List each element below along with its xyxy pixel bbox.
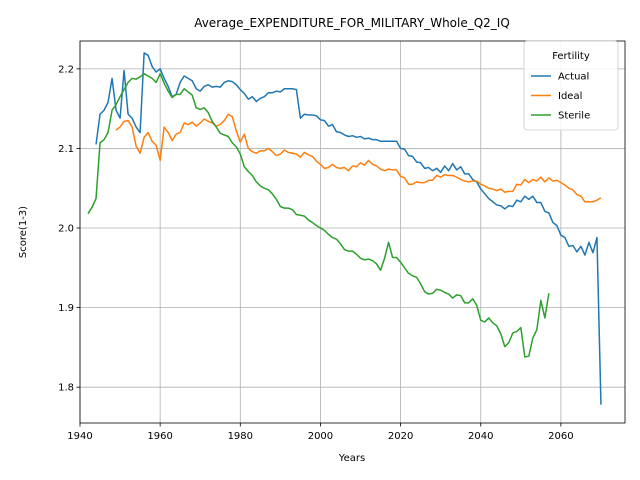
legend-item-sterile: Sterile <box>531 111 590 122</box>
x-axis-title: Years <box>338 453 365 464</box>
series-layer <box>87 52 602 405</box>
legend-title: Fertility <box>552 51 590 62</box>
legend-label: Actual <box>558 72 589 83</box>
series-line-actual <box>95 52 602 405</box>
y-tick-label: 1.8 <box>58 383 74 394</box>
x-tick-label: 2020 <box>388 431 413 442</box>
x-tick-label: 1960 <box>147 431 172 442</box>
series-line-ideal <box>115 113 602 203</box>
y-axis-title: Score(1-3) <box>18 206 29 258</box>
x-tick-label: 2000 <box>308 431 333 442</box>
y-tick-label: 2.2 <box>58 64 74 75</box>
legend-box <box>523 40 619 131</box>
legend-entries: Actual Ideal Sterile <box>531 72 590 122</box>
legend-item-actual: Actual <box>531 72 589 83</box>
x-tick-label: 1980 <box>228 431 253 442</box>
legend-label: Sterile <box>558 111 590 122</box>
legend: Fertility Actual Ideal Sterile <box>523 40 619 131</box>
legend-label: Ideal <box>558 91 582 102</box>
y-tick-label: 2.1 <box>58 144 74 155</box>
legend-item-ideal: Ideal <box>531 91 582 102</box>
axes-frame <box>79 40 626 424</box>
ticks: 1940 1960 1980 2000 2020 2040 2060 1.8 1.9 2.0 2.1… <box>58 64 574 442</box>
grid <box>79 41 625 423</box>
x-tick-label: 2060 <box>548 431 573 442</box>
series-line-sterile <box>87 72 550 358</box>
y-tick-label: 2.0 <box>58 224 74 235</box>
y-tick-label: 1.9 <box>58 303 74 314</box>
x-tick-label: 2040 <box>468 431 493 442</box>
chart-title: Average_EXPENDITURE_FOR_MILITARY_Whole_Q… <box>194 16 510 30</box>
x-tick-label: 1940 <box>67 431 92 442</box>
